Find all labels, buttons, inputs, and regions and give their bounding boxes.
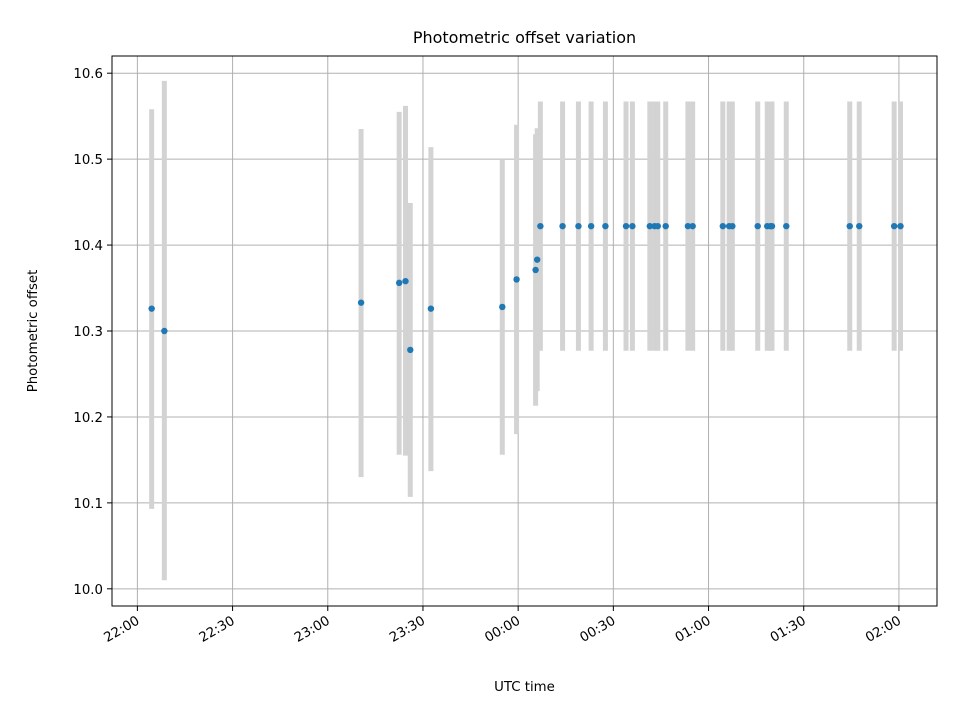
chart-title: Photometric offset variation (413, 28, 636, 47)
data-point (754, 222, 761, 230)
data-point (533, 256, 541, 263)
data-point (768, 222, 776, 230)
data-point (602, 222, 609, 230)
y-tick-label: 10.6 (73, 67, 103, 82)
data-point (357, 299, 365, 306)
data-point (684, 222, 692, 230)
data-point (783, 222, 790, 230)
y-tick-label: 10.3 (73, 325, 103, 340)
data-point (537, 222, 544, 230)
y-tick-label: 10.0 (73, 583, 103, 598)
data-point (890, 222, 898, 230)
y-tick-label: 10.2 (73, 411, 103, 426)
data-point (729, 222, 736, 230)
y-tick-label: 10.1 (73, 497, 103, 512)
data-point (499, 303, 506, 311)
data-point (622, 222, 630, 230)
data-point (654, 222, 661, 230)
data-point (532, 266, 539, 274)
data-point (897, 222, 904, 230)
x-axis-label: UTC time (494, 680, 555, 695)
data-point (395, 279, 403, 287)
y-tick-label: 10.4 (73, 239, 103, 254)
y-axis-ticks: 10.0 10.1 10.2 10.3 10.4 10.5 10.6 (73, 67, 112, 598)
data-point (629, 222, 636, 230)
data-point (575, 222, 582, 230)
data-point (148, 305, 155, 312)
data-point (513, 276, 520, 283)
data-point (856, 222, 863, 230)
data-point (407, 346, 414, 354)
data-point (689, 222, 696, 230)
data-point (559, 222, 566, 230)
y-axis-label: Photometric offset (26, 270, 41, 393)
data-point (402, 277, 409, 285)
data-point (161, 327, 168, 335)
data-point (427, 305, 435, 312)
data-points (148, 222, 904, 354)
data-point (646, 222, 654, 230)
data-point (846, 222, 853, 230)
y-tick-label: 10.5 (73, 153, 103, 168)
data-point (587, 222, 595, 230)
data-point (662, 222, 669, 230)
data-point (719, 222, 727, 230)
